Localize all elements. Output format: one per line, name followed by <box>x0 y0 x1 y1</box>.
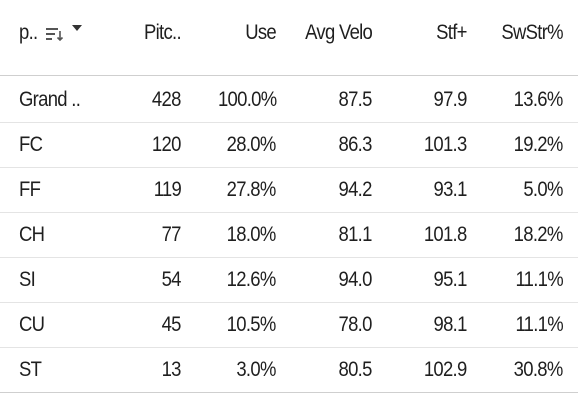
table-cell: 27.8% <box>227 178 277 201</box>
table-cell: 81.1 <box>338 223 373 246</box>
row-rule <box>0 212 578 213</box>
table-cell: 19.2% <box>514 133 564 156</box>
table-cell: 12.6% <box>227 268 277 291</box>
table-cell: SI <box>19 268 36 291</box>
table-cell: 94.2 <box>338 178 373 201</box>
row-rule <box>0 122 578 123</box>
table-cell: 428 <box>152 88 181 111</box>
table-cell: 97.9 <box>433 88 468 111</box>
table-cell: Grand .. <box>19 88 81 111</box>
table-cell: CH <box>19 223 45 246</box>
table-cell: 120 <box>152 133 181 156</box>
table-cell: FF <box>19 178 41 201</box>
table-cell: 18.0% <box>227 223 277 246</box>
column-header[interactable]: Stf+ <box>436 21 467 44</box>
table-cell: 3.0% <box>236 358 277 381</box>
table-cell: 18.2% <box>514 223 564 246</box>
table-cell: CU <box>19 313 45 336</box>
row-rule <box>0 257 578 258</box>
table-cell: 11.1% <box>515 313 563 336</box>
table-cell: 10.5% <box>227 313 277 336</box>
sort-icon[interactable] <box>46 24 90 44</box>
table-cell: 98.1 <box>433 313 468 336</box>
table-cell: 119 <box>153 178 182 201</box>
table-cell: 13 <box>161 358 182 381</box>
table-cell: 95.1 <box>433 268 468 291</box>
table-cell: 5.0% <box>523 178 564 201</box>
header-rule <box>0 75 578 76</box>
column-header[interactable]: SwStr% <box>501 21 563 44</box>
column-header[interactable]: Avg Velo <box>305 21 373 44</box>
table-cell: 11.1% <box>515 268 563 291</box>
table-cell: 28.0% <box>227 133 277 156</box>
table-cell: 80.5 <box>338 358 373 381</box>
table-cell: 102.9 <box>424 358 467 381</box>
table-cell: 101.8 <box>424 223 467 246</box>
row-rule <box>0 167 578 168</box>
table-cell: 93.1 <box>433 178 468 201</box>
row-rule <box>0 302 578 303</box>
table-cell: 86.3 <box>338 133 373 156</box>
table-cell: 78.0 <box>338 313 373 336</box>
table-cell: 54 <box>161 268 182 291</box>
row-rule <box>0 347 578 348</box>
column-header[interactable]: p.. <box>19 21 38 44</box>
table-cell: 45 <box>161 313 182 336</box>
column-header[interactable]: Pitc.. <box>144 21 182 44</box>
table-cell: 30.8% <box>514 358 564 381</box>
table-cell: 100.0% <box>217 88 277 111</box>
table-cell: 94.0 <box>338 268 373 291</box>
table-cell: 87.5 <box>338 88 373 111</box>
column-header[interactable]: Use <box>245 21 276 44</box>
table-cell: 13.6% <box>514 88 564 111</box>
table-cell: FC <box>19 133 43 156</box>
table-cell: 77 <box>161 223 182 246</box>
table-cell: ST <box>19 358 42 381</box>
row-rule <box>0 392 578 393</box>
table-cell: 101.3 <box>424 133 467 156</box>
